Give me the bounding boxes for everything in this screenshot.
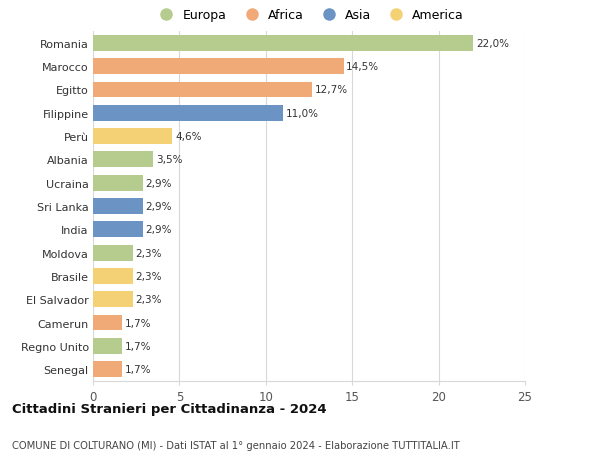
Text: 2,3%: 2,3% — [136, 248, 162, 258]
Bar — [93, 338, 122, 354]
Bar — [93, 175, 143, 191]
Bar — [93, 59, 344, 75]
Bar — [93, 315, 122, 331]
Text: 2,3%: 2,3% — [136, 271, 162, 281]
Bar — [93, 129, 172, 145]
Text: 2,9%: 2,9% — [146, 225, 172, 235]
Text: 12,7%: 12,7% — [315, 85, 348, 95]
Bar — [93, 152, 154, 168]
Bar — [93, 106, 283, 122]
Bar — [93, 245, 133, 261]
Text: Cittadini Stranieri per Cittadinanza - 2024: Cittadini Stranieri per Cittadinanza - 2… — [12, 403, 326, 415]
Legend: Europa, Africa, Asia, America: Europa, Africa, Asia, America — [154, 10, 464, 22]
Text: 2,9%: 2,9% — [146, 202, 172, 212]
Bar — [93, 199, 143, 214]
Text: 22,0%: 22,0% — [476, 39, 509, 49]
Text: 4,6%: 4,6% — [175, 132, 202, 142]
Text: 1,7%: 1,7% — [125, 364, 151, 375]
Text: 2,9%: 2,9% — [146, 178, 172, 188]
Bar — [93, 82, 313, 98]
Text: 1,7%: 1,7% — [125, 318, 151, 328]
Bar — [93, 269, 133, 284]
Bar — [93, 361, 122, 377]
Text: COMUNE DI COLTURANO (MI) - Dati ISTAT al 1° gennaio 2024 - Elaborazione TUTTITAL: COMUNE DI COLTURANO (MI) - Dati ISTAT al… — [12, 440, 460, 450]
Text: 14,5%: 14,5% — [346, 62, 379, 72]
Text: 3,5%: 3,5% — [156, 155, 182, 165]
Text: 1,7%: 1,7% — [125, 341, 151, 351]
Text: 2,3%: 2,3% — [136, 295, 162, 305]
Bar — [93, 222, 143, 238]
Bar — [93, 36, 473, 52]
Bar — [93, 291, 133, 308]
Text: 11,0%: 11,0% — [286, 108, 319, 118]
